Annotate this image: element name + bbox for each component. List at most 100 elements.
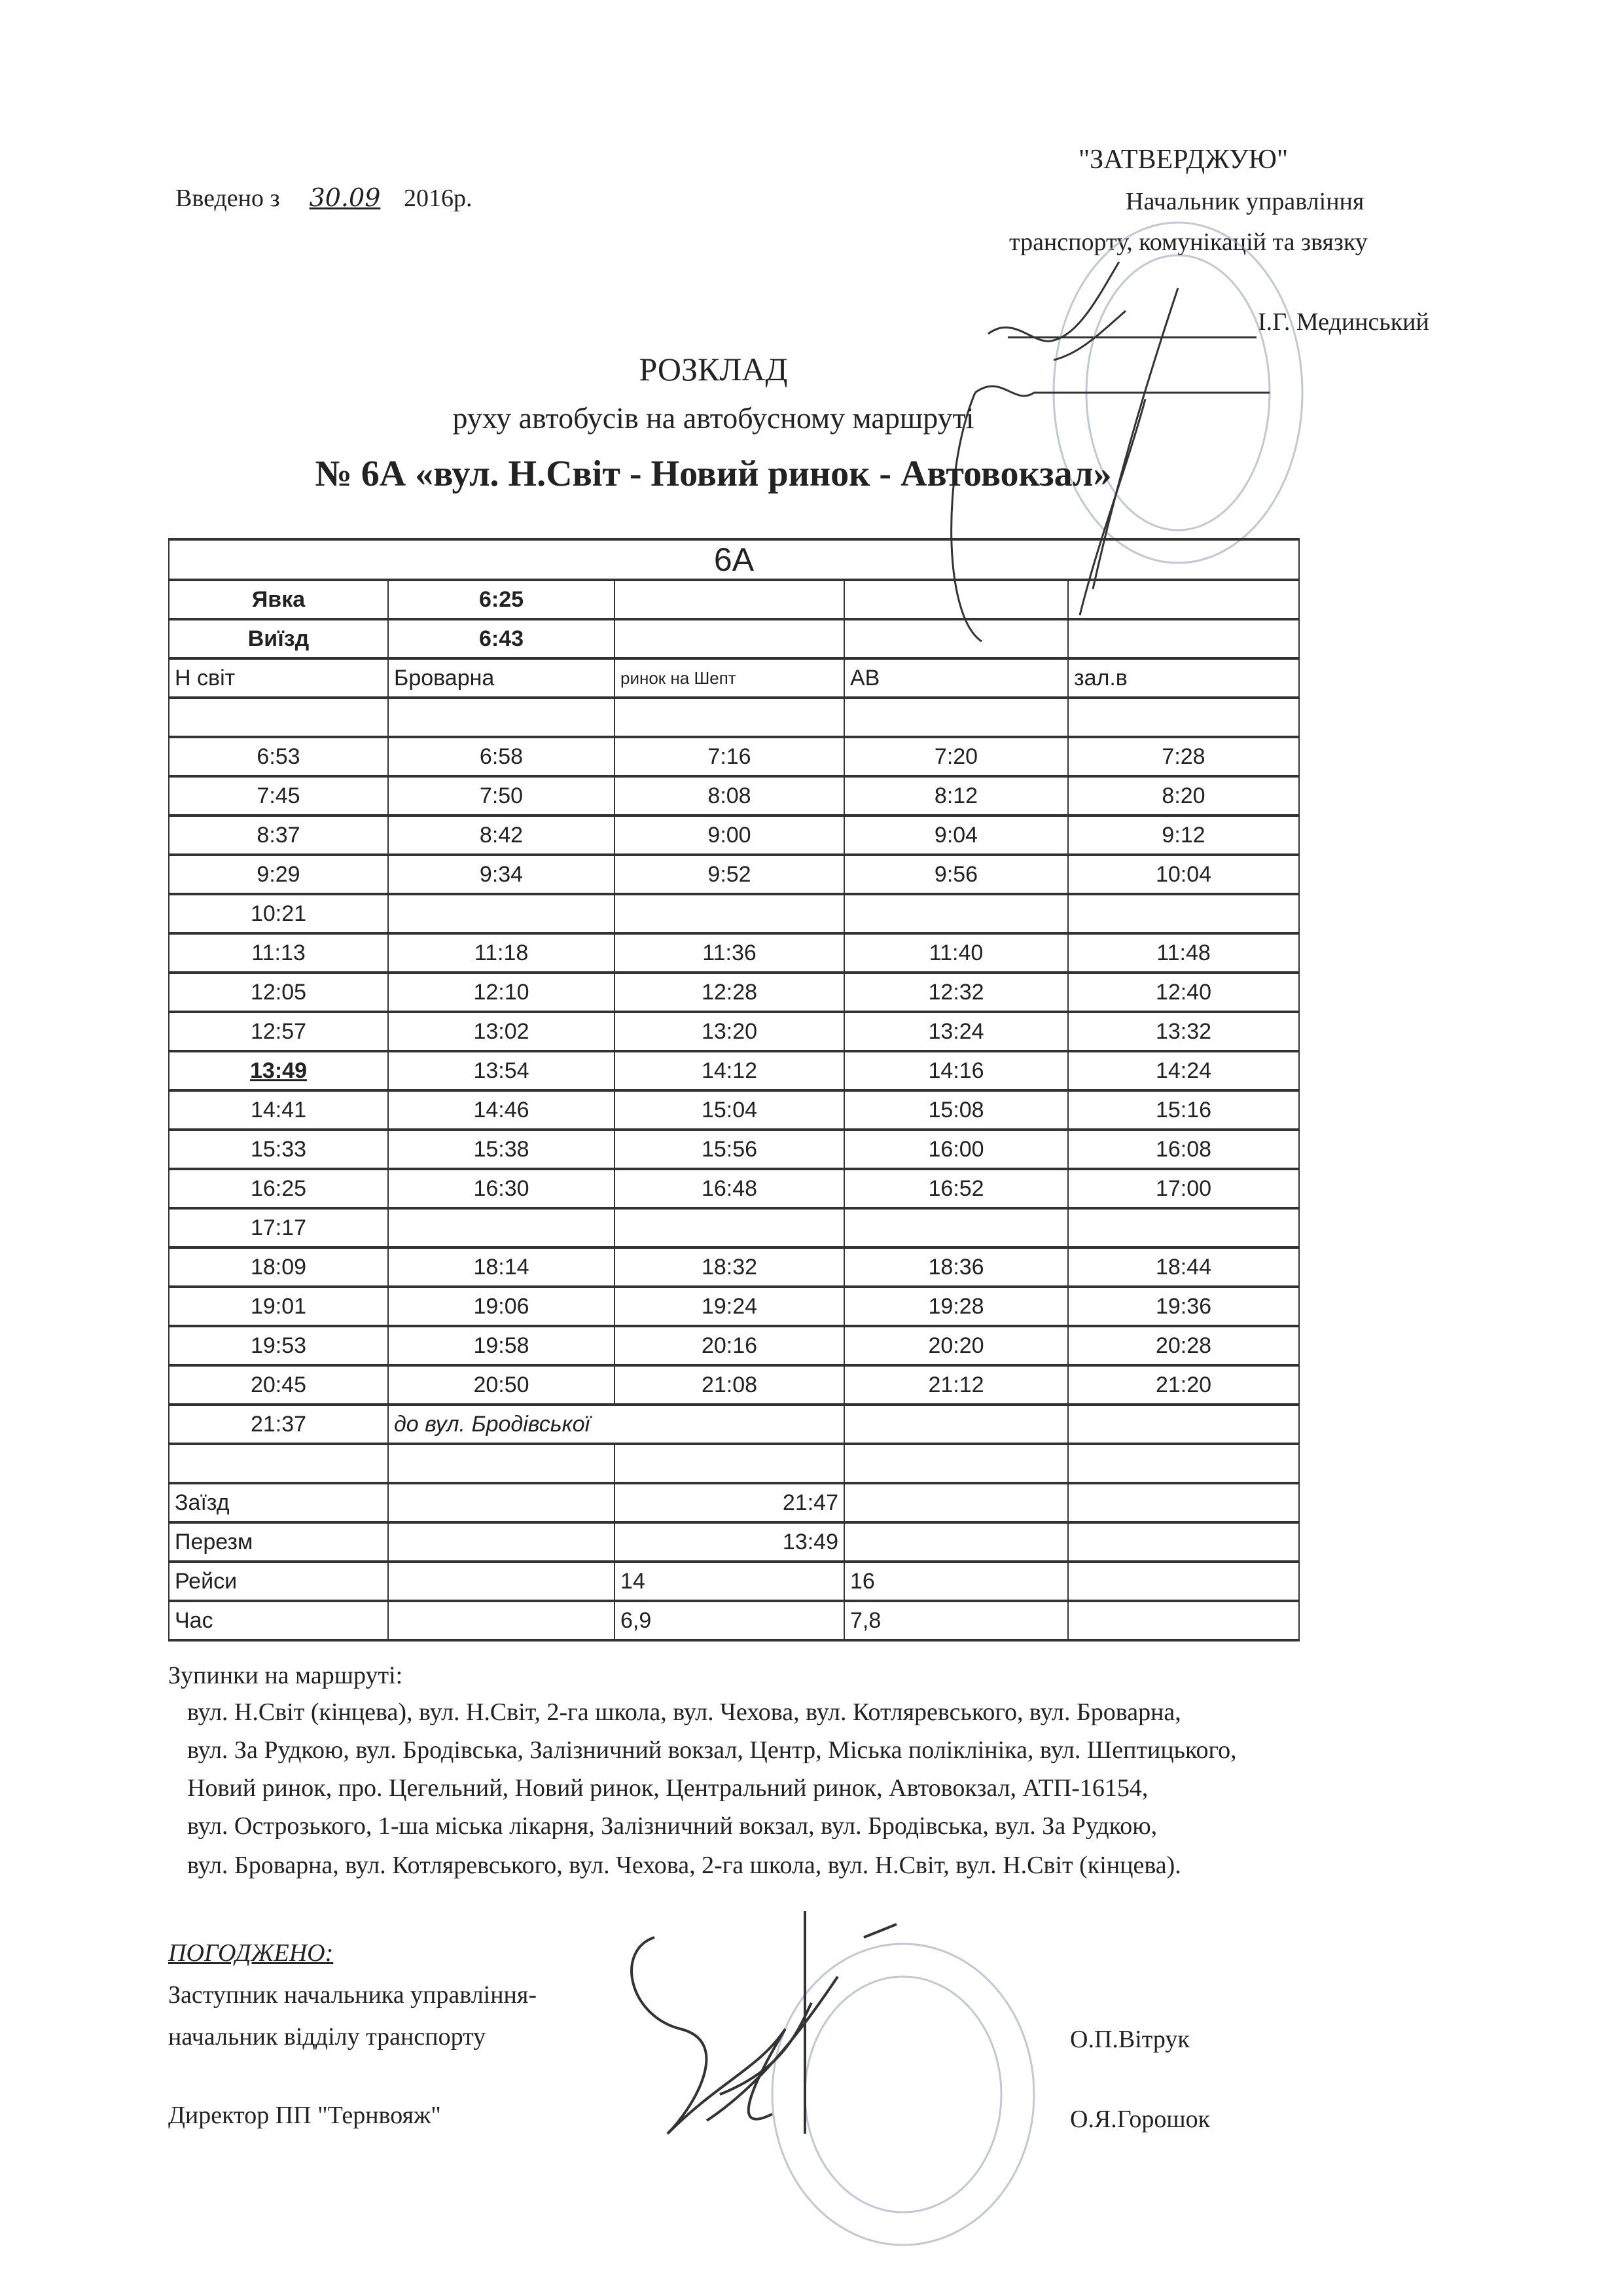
agreed-position-line2: начальник відділу транспорту [168,2023,486,2051]
chas-value: 7,8 [844,1600,1069,1641]
schedule-row: 16:25 16:30 16:48 16:52 17:00 [168,1168,1300,1210]
schedule-cell: 8:12 [844,775,1069,817]
schedule-cell: 7:45 [168,775,389,817]
schedule-cell: 16:00 [844,1128,1069,1170]
schedule-row: 6:53 6:58 7:16 7:20 7:28 [168,736,1300,778]
column-header: зал.в [1067,657,1300,699]
agreed-label: ПОГОДЖЕНО: [168,1939,334,1967]
schedule-cell: 9:52 [614,853,845,895]
schedule-cell: 13:02 [387,1011,615,1052]
vyizd-value: 6:43 [387,618,615,660]
zaizd-row: Заїзд 21:47 [168,1482,1300,1524]
stops-line: вул. Н.Світ (кінцева), вул. Н.Світ, 2-га… [187,1698,1181,1726]
schedule-cell: 20:28 [1067,1325,1300,1367]
schedule-table: 6А Явка 6:25 Виїзд 6:43 Н світ Броварна … [168,538,1300,1641]
column-header: ринок на Шепт [614,657,845,699]
introduced-date: Введено з 30.09 2016р. [175,183,472,213]
schedule-cell [844,1207,1069,1249]
zaizd-label: Заїзд [168,1482,389,1524]
schedule-cell: 8:08 [614,775,845,817]
schedule-cell: 7:20 [844,736,1069,778]
schedule-cell: 11:36 [614,932,845,974]
stops-line: вул. Острозького, 1-ша міська лікарня, З… [187,1812,1158,1840]
zaizd-value: 21:47 [614,1482,845,1524]
vyizd-row: Виїзд 6:43 [168,618,1300,660]
schedule-cell: 9:29 [168,853,389,895]
vyizd-label: Виїзд [168,618,389,660]
schedule-cell: 9:00 [614,814,845,856]
schedule-cell: 16:48 [614,1168,845,1210]
schedule-cell: 19:28 [844,1285,1069,1327]
chas-label: Час [168,1600,389,1641]
schedule-cell: 14:16 [844,1050,1069,1092]
schedule-cell: 15:16 [1067,1089,1300,1131]
schedule-cell: 19:01 [168,1285,389,1327]
schedule-row: 9:29 9:34 9:52 9:56 10:04 [168,853,1300,895]
schedule-cell [614,893,845,935]
perezm-row: Перезм 13:49 [168,1521,1300,1563]
schedule-cell: 13:24 [844,1011,1069,1052]
schedule-cell [614,1207,845,1249]
yavka-row: Явка 6:25 [168,579,1300,620]
schedule-cell: 18:09 [168,1246,389,1288]
schedule-row: 14:41 14:46 15:04 15:08 15:16 [168,1089,1300,1131]
document-title: РОЗКЛАД [639,351,788,387]
yavka-label: Явка [168,579,389,620]
schedule-cell: 20:20 [844,1325,1069,1367]
schedule-cell [1067,893,1300,935]
schedule-cell: 20:50 [387,1364,615,1406]
schedule-row: 15:33 15:38 15:56 16:00 16:08 [168,1128,1300,1170]
schedule-cell: 8:20 [1067,775,1300,817]
schedule-row: 18:09 18:14 18:32 18:36 18:44 [168,1246,1300,1288]
schedule-cell: 21:20 [1067,1364,1300,1406]
schedule-row: 8:37 8:42 9:00 9:04 9:12 [168,814,1300,856]
schedule-cell: 19:06 [387,1285,615,1327]
schedule-cell: 9:04 [844,814,1069,856]
schedule-cell [1067,1207,1300,1249]
schedule-cell: 20:45 [168,1364,389,1406]
director-position: Директор ПП "Тернвояж" [168,2102,441,2129]
route-title: № 6А «вул. Н.Світ - Новий ринок - Автово… [315,454,1112,494]
schedule-cell: 18:14 [387,1246,615,1288]
schedule-row: 19:01 19:06 19:24 19:28 19:36 [168,1285,1300,1327]
schedule-cell: 19:58 [387,1325,615,1367]
approve-label: "ЗАТВЕРДЖУЮ" [1079,145,1289,175]
perezm-value: 13:49 [614,1521,845,1563]
schedule-cell: 13:49 [168,1050,389,1092]
reysy-value: 16 [844,1560,1069,1602]
schedule-cell [387,893,615,935]
introduced-date-handwritten: 30.09 [309,183,381,212]
schedule-row: 12:05 12:10 12:28 12:32 12:40 [168,971,1300,1013]
column-header: АВ [844,657,1069,699]
schedule-cell: 18:36 [844,1246,1069,1288]
schedule-cell: 16:25 [168,1168,389,1210]
last-trip-time: 21:37 [168,1403,389,1445]
reysy-label: Рейси [168,1560,389,1602]
chas-row: Час 6,9 7,8 [168,1600,1300,1641]
schedule-cell: 17:00 [1067,1168,1300,1210]
schedule-row: 12:57 13:02 13:20 13:24 13:32 [168,1011,1300,1052]
reysy-value: 14 [614,1560,845,1602]
schedule-cell: 12:05 [168,971,389,1013]
schedule-cell: 14:46 [387,1089,615,1131]
signature-line [1008,336,1257,338]
schedule-row: 11:13 11:18 11:36 11:40 11:48 [168,932,1300,974]
schedule-row: 19:53 19:58 20:16 20:20 20:28 [168,1325,1300,1367]
stamp-icon [771,1943,1035,2246]
schedule-cell: 9:56 [844,853,1069,895]
schedule-cell: 9:34 [387,853,615,895]
stops-line: вул. Броварна, вул. Котляревського, вул.… [187,1852,1181,1879]
yavka-value: 6:25 [387,579,615,620]
schedule-cell: 12:28 [614,971,845,1013]
schedule-cell: 9:12 [1067,814,1300,856]
schedule-cell: 15:56 [614,1128,845,1170]
perezm-label: Перезм [168,1521,389,1563]
schedule-cell: 15:33 [168,1128,389,1170]
schedule-cell [844,893,1069,935]
stops-heading: Зупинки на маршруті: [168,1662,403,1689]
agreed-name2: О.Я.Горошок [1070,2106,1211,2133]
schedule-cell: 16:30 [387,1168,615,1210]
schedule-cell: 19:36 [1067,1285,1300,1327]
schedule-cell: 16:08 [1067,1128,1300,1170]
schedule-cell: 19:24 [614,1285,845,1327]
